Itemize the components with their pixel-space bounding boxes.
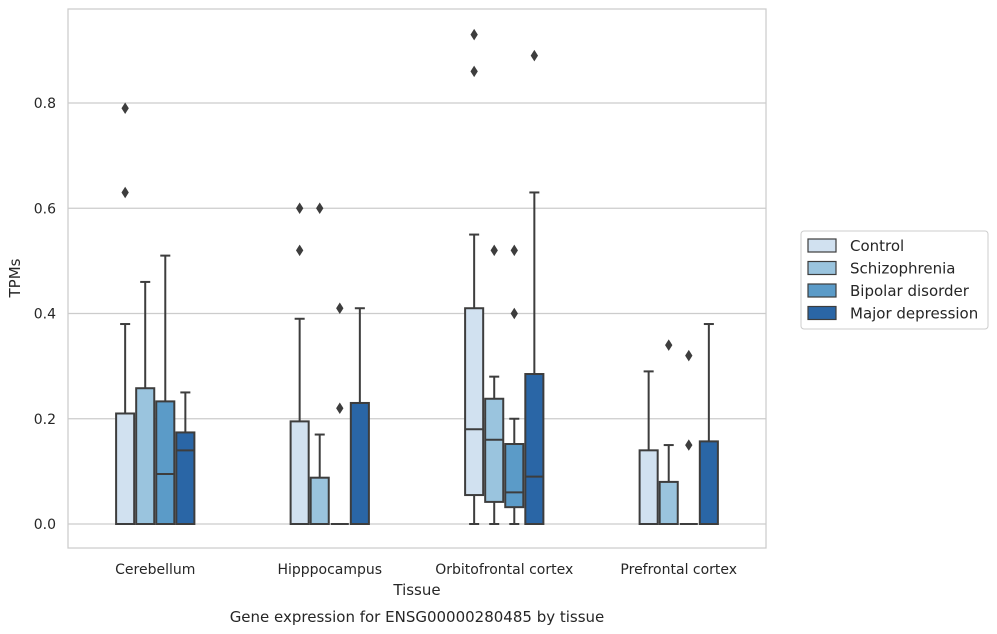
box-plot xyxy=(638,370,659,526)
box xyxy=(349,401,370,525)
outlier-point xyxy=(510,244,518,257)
legend-frame xyxy=(800,230,989,330)
box-group xyxy=(464,28,545,525)
outlier-point xyxy=(510,307,518,320)
box-plot xyxy=(349,307,370,525)
outlier-point xyxy=(336,402,344,414)
box-plot xyxy=(289,202,310,526)
legend-swatch xyxy=(807,260,837,276)
box xyxy=(135,387,156,526)
x-tick-label: Hipppocampus xyxy=(277,562,382,578)
legend-label: Control xyxy=(850,237,904,255)
legend-label: Schizophrenia xyxy=(850,260,955,278)
box-group xyxy=(115,102,196,526)
outlier-point xyxy=(470,65,478,78)
box xyxy=(289,420,310,526)
legend-swatch xyxy=(807,305,837,321)
box-plot xyxy=(484,244,505,525)
outlier-point xyxy=(665,339,673,351)
outlier-point xyxy=(685,439,693,451)
box-plot xyxy=(679,349,698,525)
box-plot xyxy=(175,391,196,525)
box-plot xyxy=(115,102,136,525)
outlier-point xyxy=(685,349,693,362)
figure-caption: Gene expression for ENSG00000280485 by t… xyxy=(230,608,605,626)
y-tick-label: 0.8 xyxy=(34,96,56,112)
legend-swatch xyxy=(807,238,837,253)
outlier-point xyxy=(490,244,498,257)
x-tick-label: Orbitofrontal cortex xyxy=(435,562,573,578)
x-tick-label: Prefrontal cortex xyxy=(620,562,737,578)
box xyxy=(175,431,196,525)
box-plot xyxy=(524,49,545,525)
legend-label: Bipolar disorder xyxy=(850,282,970,300)
outlier-point xyxy=(295,244,304,257)
legend-swatch xyxy=(807,283,837,298)
y-axis-title: TPMs xyxy=(6,258,24,298)
box-plot xyxy=(330,302,349,525)
box-plot xyxy=(504,244,525,525)
box xyxy=(464,307,485,497)
box xyxy=(658,480,679,525)
legend-label: Major depression xyxy=(850,305,978,323)
outlier-point xyxy=(121,186,129,199)
box-group xyxy=(638,323,719,526)
y-tick-label: 0.2 xyxy=(34,412,56,428)
box-plot xyxy=(309,202,330,526)
box xyxy=(524,373,545,525)
box xyxy=(115,412,136,525)
box-groups xyxy=(115,28,719,526)
box-plot xyxy=(135,280,156,526)
outlier-point xyxy=(295,202,304,214)
y-tick-label: 0.6 xyxy=(34,201,56,217)
outlier-point xyxy=(530,49,539,62)
outlier-point xyxy=(470,28,478,41)
plot-frame xyxy=(67,8,767,549)
outlier-point xyxy=(336,302,344,314)
box-plot xyxy=(155,254,176,526)
y-tick-label: 0.4 xyxy=(34,307,56,323)
box xyxy=(504,443,525,509)
box xyxy=(309,476,330,526)
box-group xyxy=(289,202,370,526)
box xyxy=(484,397,505,503)
outlier-point xyxy=(121,102,129,115)
box-plot xyxy=(658,339,679,525)
y-axis-ticks: 0.0 0.2 0.4 0.6 0.8 xyxy=(34,96,56,533)
box-plot xyxy=(698,323,719,525)
box xyxy=(155,400,176,526)
x-tick-label: Cerebellum xyxy=(115,562,195,578)
x-axis-ticks: Cerebellum Hipppocampus Orbitofrontal cort… xyxy=(115,562,737,578)
x-axis-title: Tissue xyxy=(392,581,440,599)
outlier-point xyxy=(316,202,324,214)
box xyxy=(638,449,659,526)
y-tick-label: 0.0 xyxy=(34,517,56,533)
box xyxy=(698,440,719,525)
box-plot xyxy=(464,28,485,525)
legend: Control Schizophrenia Bipolar disorder Majo… xyxy=(800,230,989,330)
